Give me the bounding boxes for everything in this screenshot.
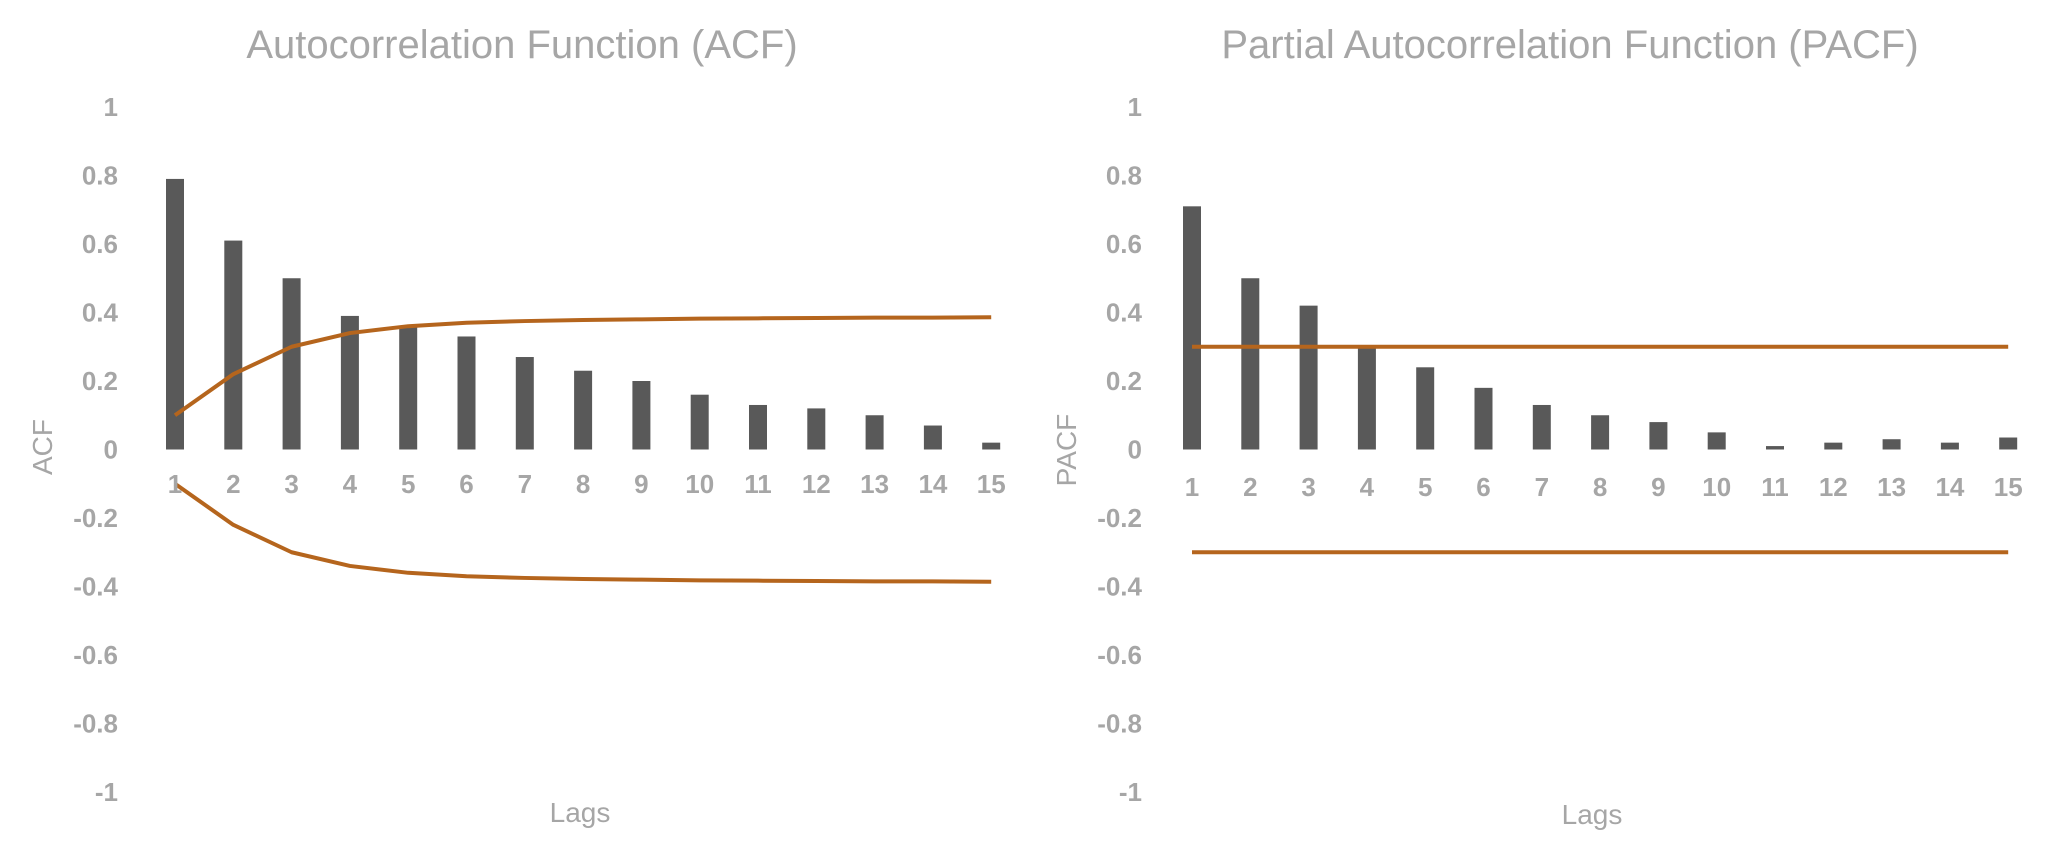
- pacf-x-tick-label: 7: [1535, 472, 1549, 502]
- acf-y-tick-label: 0.4: [82, 298, 119, 328]
- pacf-x-tick-label: 15: [1994, 472, 2023, 502]
- pacf-y-tick-label: -0.2: [1097, 503, 1142, 533]
- pacf-y-tick-label: -0.6: [1097, 640, 1142, 670]
- pacf-y-tick-label: -0.8: [1097, 709, 1142, 739]
- pacf-y-tick-label: 0.6: [1106, 229, 1142, 259]
- acf-y-tick-label: 0.2: [82, 366, 118, 396]
- pacf-bar-lag-4: [1357, 346, 1376, 450]
- pacf-y-tick-label: 0.8: [1106, 161, 1142, 191]
- acf-x-tick-label: 15: [977, 469, 1006, 499]
- acf-chart: Autocorrelation Function (ACF) 1 0.8 0.6 0.4…: [27, 23, 1006, 828]
- pacf-bar-lag-7: [1532, 404, 1551, 450]
- acf-y-tick-label: -1: [95, 777, 118, 807]
- acf-chart-title: Autocorrelation Function (ACF): [246, 23, 797, 67]
- pacf-x-tick-label: 13: [1877, 472, 1906, 502]
- acf-x-tick-label: 14: [918, 469, 947, 499]
- pacf-x-tick-label: 12: [1819, 472, 1848, 502]
- acf-x-tick-label: 13: [860, 469, 889, 499]
- acf-upper-bound-line: [173, 315, 992, 417]
- acf-chart-svg: Autocorrelation Function (ACF) 1 0.8 0.6 0.4…: [27, 23, 1006, 828]
- acf-bar-lag-2: [224, 240, 243, 450]
- acf-x-tick-label: 3: [284, 469, 298, 499]
- acf-bar-lag-4: [340, 315, 359, 450]
- pacf-x-tick-label: 4: [1360, 472, 1375, 502]
- acf-x-tick-label: 5: [401, 469, 415, 499]
- pacf-bar-lag-15: [1999, 437, 2018, 450]
- acf-bar-lag-6: [457, 336, 476, 450]
- pacf-y-tick-label: 0: [1128, 435, 1142, 465]
- pacf-x-tick-label: 5: [1418, 472, 1432, 502]
- pacf-x-axis-title: Lags: [1562, 799, 1623, 830]
- pacf-chart: Partial Autocorrelation Function (PACF) 1…: [1024, 0, 2048, 858]
- acf-bar-lag-9: [632, 381, 651, 450]
- acf-x-tick-label: 7: [518, 469, 532, 499]
- pacf-bar-lag-6: [1474, 387, 1493, 450]
- pacf-y-axis-title: PACF: [1051, 414, 1082, 487]
- pacf-bar-lag-9: [1649, 422, 1668, 450]
- pacf-x-tick-label: 1: [1185, 472, 1199, 502]
- acf-x-tick-label: 11: [744, 469, 772, 499]
- acf-bar-lag-15: [982, 442, 1001, 450]
- acf-y-tick-label: -0.6: [73, 640, 118, 670]
- acf-x-tick-label: 12: [802, 469, 831, 499]
- acf-y-tick-label: 0.8: [82, 161, 118, 191]
- acf-x-tick-label: 4: [343, 469, 358, 499]
- pacf-bar-lag-11: [1766, 446, 1784, 450]
- acf-bar-lag-3: [282, 278, 301, 450]
- pacf-x-tick-label: 3: [1301, 472, 1315, 502]
- acf-bar-lag-12: [807, 408, 826, 450]
- acf-y-tick-label: 1: [104, 92, 118, 122]
- acf-y-tick-label: -0.4: [73, 572, 118, 602]
- acf-bar-lag-7: [515, 357, 534, 450]
- acf-x-tick-label: 10: [685, 469, 714, 499]
- acf-bar-lag-10: [690, 394, 709, 450]
- acf-lower-bound-line: [173, 482, 992, 584]
- acf-bar-lag-14: [923, 425, 942, 450]
- acf-x-tick-label: 1: [168, 469, 182, 499]
- acf-x-tick-label: 9: [634, 469, 648, 499]
- pacf-bar-lag-1: [1183, 206, 1201, 450]
- pacf-x-tick-label: 14: [1935, 472, 1964, 502]
- pacf-y-tick-label: 0.4: [1106, 298, 1143, 328]
- acf-y-tick-label: -0.2: [73, 503, 118, 533]
- acf-bar-lag-1: [166, 178, 184, 450]
- pacf-x-tick-label: 2: [1243, 472, 1257, 502]
- acf-bar-lag-11: [749, 404, 767, 450]
- acf-y-tick-label: 0.6: [82, 229, 118, 259]
- pacf-x-tick-label: 9: [1651, 472, 1665, 502]
- pacf-bar-lag-10: [1707, 432, 1726, 450]
- pacf-x-tick-label: 11: [1761, 472, 1789, 502]
- acf-x-tick-label: 2: [226, 469, 240, 499]
- acf-x-tick-label: 6: [459, 469, 473, 499]
- acf-bar-lag-5: [399, 326, 418, 450]
- pacf-chart-svg: Partial Autocorrelation Function (PACF) 1…: [1051, 23, 2023, 830]
- acf-y-axis-title: ACF: [27, 419, 58, 475]
- acf-y-tick-label: 0: [104, 435, 118, 465]
- pacf-bar-lag-8: [1591, 415, 1610, 450]
- pacf-y-tick-label: -0.4: [1097, 572, 1142, 602]
- acf-x-axis-title: Lags: [550, 797, 611, 828]
- pacf-chart-title: Partial Autocorrelation Function (PACF): [1221, 23, 1918, 67]
- acf-x-tick-label: 8: [576, 469, 590, 499]
- pacf-bar-lag-5: [1416, 367, 1435, 450]
- pacf-bar-lag-2: [1241, 278, 1260, 450]
- pacf-x-tick-label: 8: [1593, 472, 1607, 502]
- pacf-y-tick-label: -1: [1119, 777, 1142, 807]
- pacf-y-tick-label: 0.2: [1106, 366, 1142, 396]
- acf-bar-lag-13: [865, 415, 884, 450]
- pacf-bar-lag-13: [1882, 439, 1901, 450]
- pacf-x-tick-label: 6: [1476, 472, 1490, 502]
- acf-bar-lag-8: [574, 370, 593, 450]
- pacf-bar-lag-14: [1940, 442, 1959, 450]
- acf-y-tick-label: -0.8: [73, 709, 118, 739]
- pacf-x-tick-label: 10: [1702, 472, 1731, 502]
- pacf-bar-lag-3: [1299, 305, 1318, 450]
- pacf-bar-lag-12: [1824, 442, 1843, 450]
- pacf-y-tick-label: 1: [1128, 92, 1142, 122]
